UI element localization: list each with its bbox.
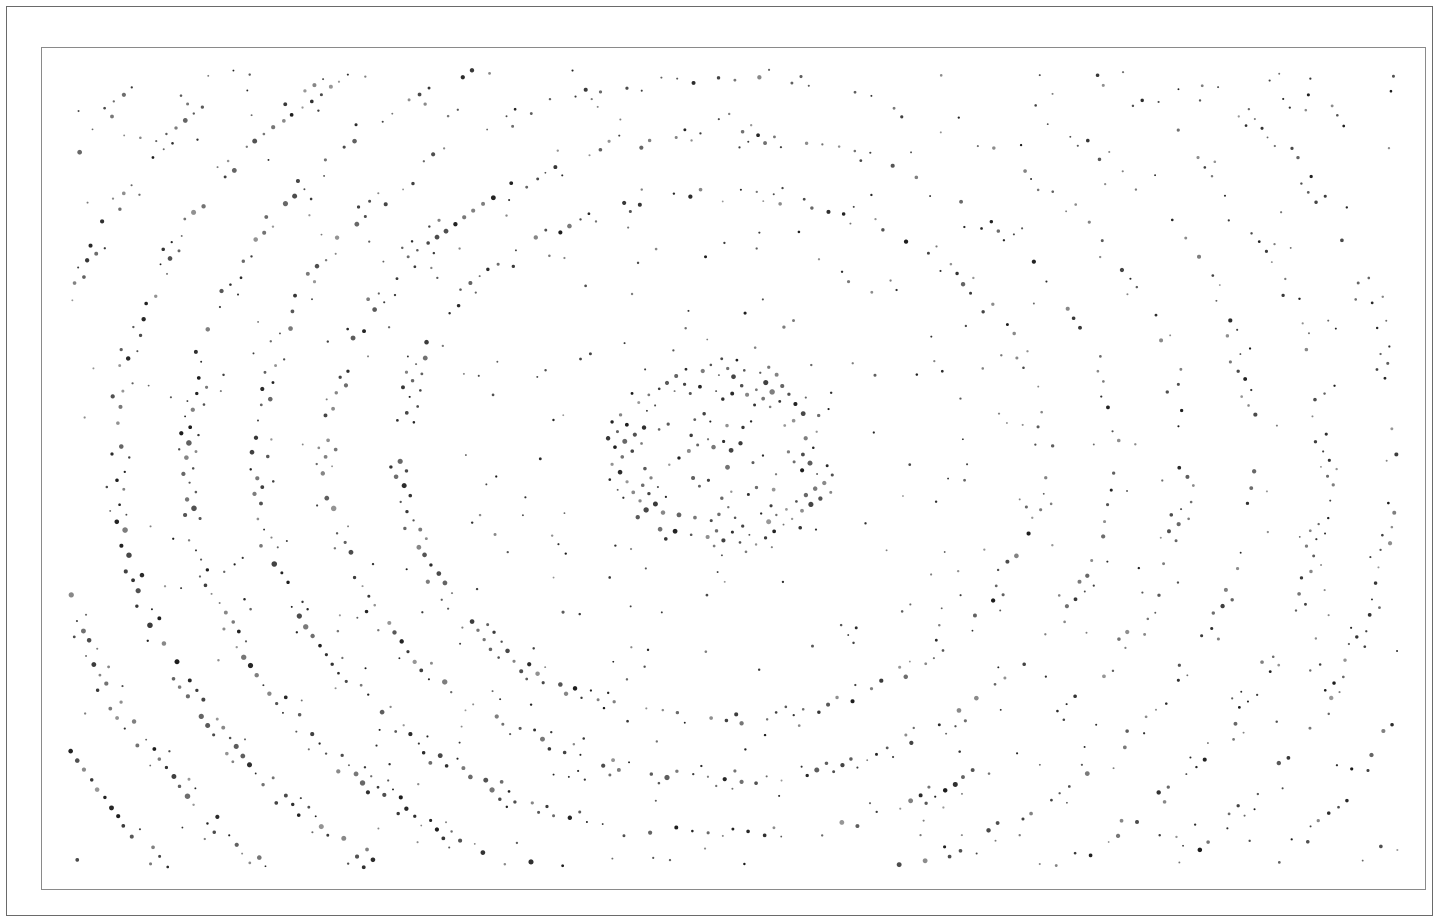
dot-pattern (42, 48, 1425, 889)
dot-group (68, 68, 1398, 869)
outer-frame (6, 6, 1433, 916)
pattern-panel (41, 47, 1426, 890)
